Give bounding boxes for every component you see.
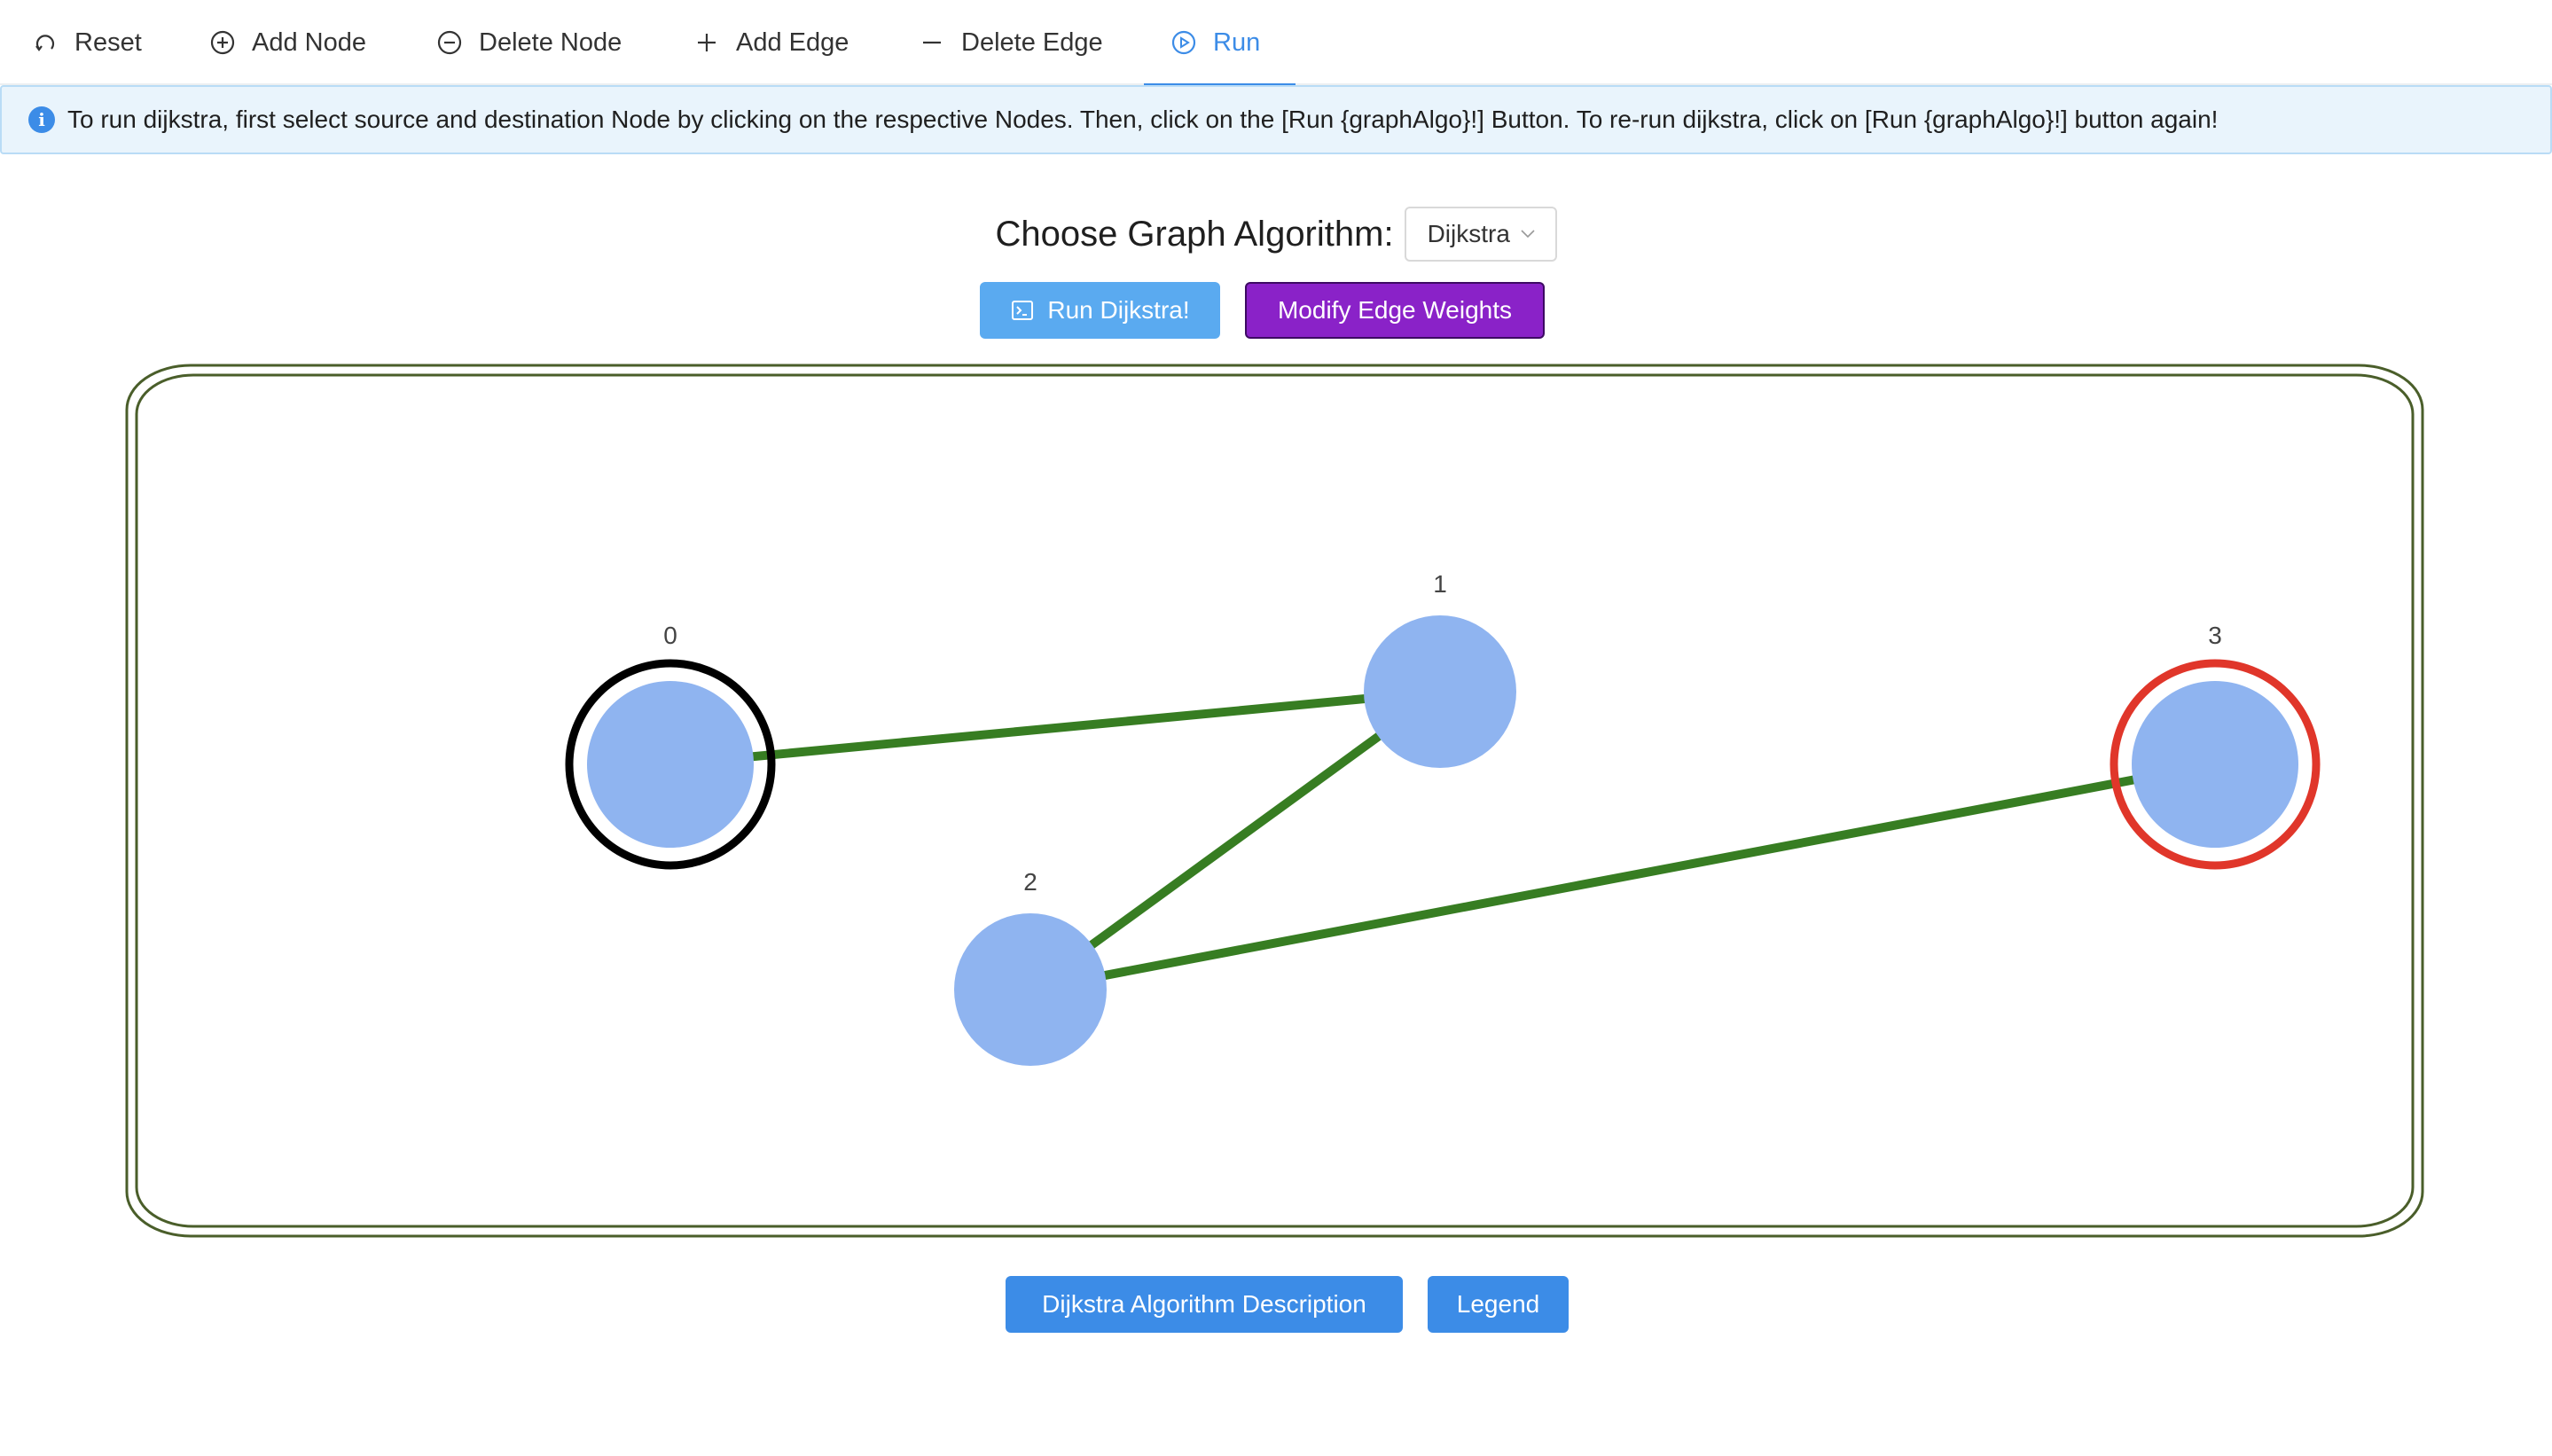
chevron-down-icon [1520, 230, 1535, 239]
minus-circle-icon [437, 30, 462, 55]
play-circle-icon [1171, 30, 1196, 55]
menu-item-label: Add Node [252, 27, 366, 57]
reset-icon [35, 35, 55, 51]
info-alert: i To run dijkstra, first select source a… [0, 85, 2552, 154]
run-algorithm-button[interactable]: Run Dijkstra! [980, 282, 1220, 339]
node-label: 1 [1433, 570, 1447, 598]
edges-layer [669, 687, 2216, 994]
run-algorithm-label: Run Dijkstra! [1047, 296, 1190, 324]
node-label: 2 [1023, 868, 1037, 896]
canvas-border-inner [135, 373, 2415, 1228]
destination-ring [2110, 659, 2321, 870]
node-circle [587, 681, 754, 848]
menu-item-delete-node[interactable]: Delete Node [436, 0, 622, 85]
algorithm-description-button[interactable]: Dijkstra Algorithm Description [1006, 1276, 1403, 1333]
menu-item-delete-edge[interactable]: Delete Edge [919, 0, 1103, 85]
source-ring [565, 659, 776, 870]
graph-edge-1-2[interactable] [1028, 687, 1443, 994]
menu-item-label: Reset [74, 27, 142, 57]
alert-message: To run dijkstra, first select source and… [67, 106, 2219, 133]
canvas-border-outer [125, 364, 2424, 1238]
menu-item-label: Run [1213, 27, 1261, 57]
plus-icon [698, 34, 716, 51]
node-label: 3 [2208, 622, 2222, 649]
graph-node-2[interactable]: 2 [954, 868, 1107, 1066]
top-menu: Reset Add Node Delete Node Add Edge Dele… [0, 0, 2552, 87]
menu-item-add-edge[interactable]: Add Edge [693, 0, 849, 85]
graph-node-0[interactable]: 0 [565, 622, 776, 870]
menu-item-label: Delete Edge [961, 27, 1103, 57]
node-circle [2132, 681, 2298, 848]
legend-button[interactable]: Legend [1428, 1276, 1569, 1333]
node-circle [1364, 615, 1516, 768]
menu-item-label: Add Edge [736, 27, 849, 57]
legend-label: Legend [1456, 1290, 1540, 1318]
menu-item-run[interactable]: Run [1143, 0, 1296, 87]
graph-node-1[interactable]: 1 [1364, 570, 1516, 768]
modify-edge-weights-label: Modify Edge Weights [1277, 296, 1513, 324]
plus-circle-icon [210, 30, 235, 55]
menu-item-reset[interactable]: Reset [32, 0, 142, 85]
node-circle [954, 913, 1107, 1066]
terminal-icon [1012, 301, 1034, 320]
info-icon: i [28, 106, 55, 133]
menu-item-add-node[interactable]: Add Node [209, 0, 366, 85]
algorithm-selector-row: Choose Graph Algorithm: Dijkstra [0, 206, 2552, 262]
graph-edge-2-3[interactable] [1029, 760, 2216, 994]
modify-edge-weights-button[interactable]: Modify Edge Weights [1245, 282, 1545, 339]
graph-node-3[interactable]: 3 [2110, 622, 2321, 870]
algorithm-label: Choose Graph Algorithm: [995, 214, 1394, 254]
graph-edge-0-1[interactable] [669, 687, 1441, 769]
algorithm-description-label: Dijkstra Algorithm Description [1042, 1290, 1366, 1318]
algorithm-select[interactable]: Dijkstra [1404, 207, 1557, 262]
node-label: 0 [663, 622, 677, 649]
minus-icon [923, 41, 941, 44]
nodes-layer: 0 1 2 3 [565, 570, 2321, 1066]
menu-item-label: Delete Node [479, 27, 622, 57]
algorithm-select-value: Dijkstra [1427, 220, 1510, 247]
